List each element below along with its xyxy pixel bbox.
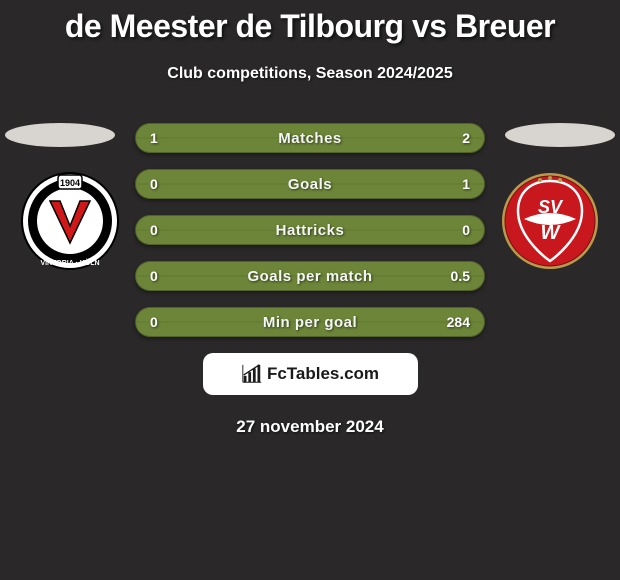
bar-chart-icon [241, 363, 263, 385]
stat-rows: 1 Matches 2 0 Goals 1 0 Hattricks 0 0 Go… [135, 123, 485, 337]
stat-row-goals: 0 Goals 1 [135, 169, 485, 199]
stat-right-value: 0.5 [451, 268, 470, 284]
stat-row-min-per-goal: 0 Min per goal 284 [135, 307, 485, 337]
stat-row-goals-per-match: 0 Goals per match 0.5 [135, 261, 485, 291]
footer-brand-text: FcTables.com [267, 364, 379, 384]
date-text: 27 november 2024 [0, 417, 620, 437]
stat-row-hattricks: 0 Hattricks 0 [135, 215, 485, 245]
subtitle: Club competitions, Season 2024/2025 [0, 65, 620, 83]
stat-right-value: 0 [462, 222, 470, 238]
right-platform-ellipse [505, 123, 615, 147]
stat-label: Hattricks [276, 222, 345, 239]
page-title: de Meester de Tilbourg vs Breuer [0, 0, 620, 45]
svg-text:W: W [541, 222, 562, 244]
stat-label: Matches [278, 130, 342, 147]
stat-left-value: 0 [150, 268, 158, 284]
stat-label: Goals [288, 176, 332, 193]
stat-label: Min per goal [263, 314, 357, 331]
comparison-panel: 1904 VIKTORIA · KÖLN SV W 1 Matches 2 0 … [0, 123, 620, 437]
stat-left-value: 0 [150, 314, 158, 330]
svg-text:VIKTORIA · KÖLN: VIKTORIA · KÖLN [40, 258, 99, 267]
stat-right-value: 2 [462, 130, 470, 146]
stat-right-value: 1 [462, 176, 470, 192]
svg-text:SV: SV [538, 197, 564, 217]
stat-left-value: 0 [150, 222, 158, 238]
stat-row-matches: 1 Matches 2 [135, 123, 485, 153]
footer-brand-badge: FcTables.com [203, 353, 418, 395]
stat-left-value: 0 [150, 176, 158, 192]
stat-label: Goals per match [247, 268, 372, 285]
team-crest-right: SV W [500, 171, 600, 271]
svg-text:1904: 1904 [60, 178, 80, 188]
left-platform-ellipse [5, 123, 115, 147]
stat-left-value: 1 [150, 130, 158, 146]
stat-right-value: 284 [447, 314, 470, 330]
team-crest-left: 1904 VIKTORIA · KÖLN [20, 171, 120, 271]
